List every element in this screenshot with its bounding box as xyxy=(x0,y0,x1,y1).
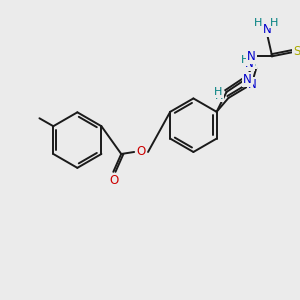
Text: N: N xyxy=(263,23,272,36)
Text: N: N xyxy=(247,50,256,63)
Text: H: H xyxy=(248,58,256,68)
Text: H: H xyxy=(241,55,250,65)
Text: H: H xyxy=(270,18,278,28)
Text: H: H xyxy=(214,91,223,101)
Text: H: H xyxy=(213,87,222,97)
Text: O: O xyxy=(136,146,146,158)
Text: H: H xyxy=(254,18,262,28)
Text: O: O xyxy=(110,174,119,187)
Text: N: N xyxy=(243,73,252,85)
Text: N: N xyxy=(245,57,254,70)
Text: S: S xyxy=(293,45,300,58)
Text: N: N xyxy=(248,77,257,91)
